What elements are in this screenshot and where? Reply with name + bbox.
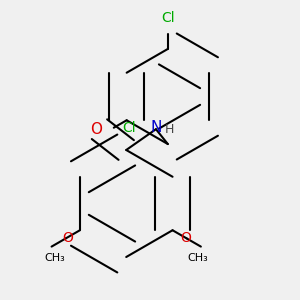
Text: H: H bbox=[165, 123, 174, 136]
Text: Cl: Cl bbox=[161, 11, 175, 25]
Text: CH₃: CH₃ bbox=[188, 253, 208, 262]
Text: O: O bbox=[62, 231, 73, 245]
Text: O: O bbox=[180, 231, 191, 245]
Text: CH₃: CH₃ bbox=[44, 253, 65, 262]
Text: O: O bbox=[91, 122, 103, 137]
Text: Cl: Cl bbox=[123, 121, 136, 135]
Text: N: N bbox=[150, 120, 162, 135]
